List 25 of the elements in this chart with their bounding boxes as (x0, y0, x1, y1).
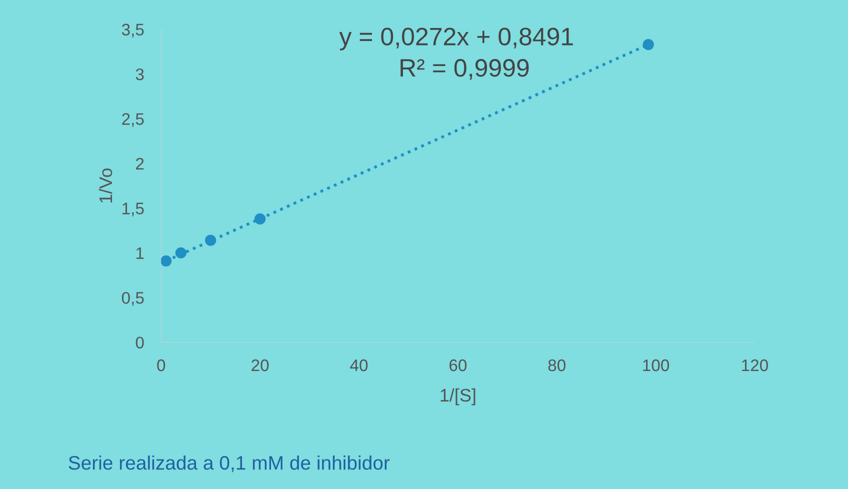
y-tick-label: 3 (136, 68, 144, 80)
y-tick-label: 2 (136, 158, 144, 170)
text: Serie realizada a 0,1 mM de inhibidor (68, 455, 390, 472)
y-tick-label: 0,5 (122, 292, 144, 306)
point (205, 234, 216, 246)
x-tick-label: 20 (252, 359, 269, 372)
x-tick-label: 60 (450, 359, 467, 372)
x-tick-label: 100 (643, 359, 670, 372)
y-tick-label: 1,5 (122, 202, 144, 216)
annotation: R² = 0,9999 (400, 59, 529, 80)
x-tick-label: 0 (157, 359, 166, 372)
point (254, 213, 266, 224)
x-tick-label: 120 (742, 359, 768, 372)
y-tick-label: 1 (136, 247, 144, 259)
point (175, 247, 186, 258)
x-tick-label: 40 (350, 359, 368, 372)
x-tick-label: 80 (548, 359, 566, 372)
annotation: y = 0,0272x + 0,8491 (339, 28, 573, 50)
x-axis-title: 1/[S] (440, 388, 476, 406)
y-tick-label: 0 (136, 336, 144, 349)
point (161, 255, 172, 266)
y-tick-label: 2,5 (122, 113, 144, 127)
point (642, 38, 654, 50)
y-tick-label: 3,5 (122, 24, 144, 38)
y-axis-title: 1/Vo (98, 168, 112, 203)
